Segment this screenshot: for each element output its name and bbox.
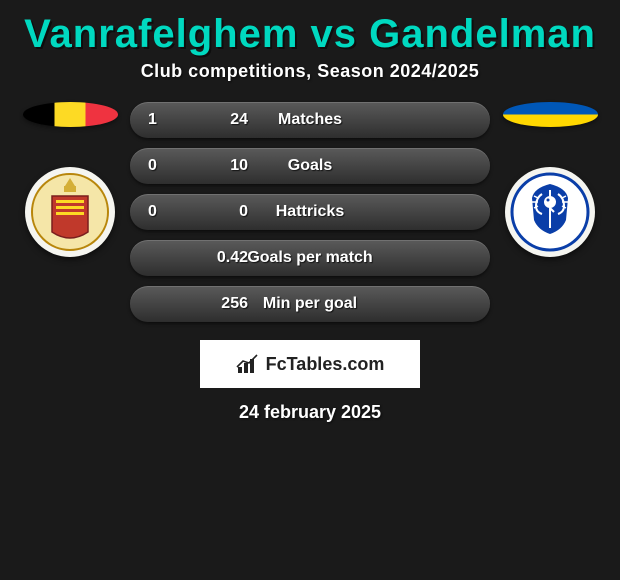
stats-table: 1 Matches 24 0 Goals 10 0 Hattricks 0 Go… <box>130 102 490 332</box>
gent-crest-icon <box>510 172 590 252</box>
brand-text: FcTables.com <box>266 354 385 375</box>
brand-attribution[interactable]: FcTables.com <box>200 340 420 388</box>
stat-row: Min per goal 256 <box>130 286 490 322</box>
stat-label: Matches <box>130 111 490 129</box>
stat-label: Min per goal <box>130 295 490 313</box>
stat-row: 0 Hattricks 0 <box>130 194 490 230</box>
right-player-column <box>500 102 600 257</box>
snapshot-date: 24 february 2025 <box>0 402 620 423</box>
stat-row: 1 Matches 24 <box>130 102 490 138</box>
stat-row: 0 Goals 10 <box>130 148 490 184</box>
comparison-panel: 1 Matches 24 0 Goals 10 0 Hattricks 0 Go… <box>0 102 620 332</box>
stat-label: Goals <box>130 157 490 175</box>
stat-label: Hattricks <box>130 203 490 221</box>
mechelen-crest-icon <box>30 172 110 252</box>
page-title: Vanrafelghem vs Gandelman <box>0 0 620 61</box>
right-nation-flag <box>503 102 598 127</box>
left-nation-flag <box>23 102 118 127</box>
stat-label: Goals per match <box>130 249 490 267</box>
stat-row: Goals per match 0.42 <box>130 240 490 276</box>
left-player-column <box>20 102 120 257</box>
subtitle: Club competitions, Season 2024/2025 <box>0 61 620 102</box>
right-club-crest <box>505 167 595 257</box>
bar-chart-icon <box>236 353 260 375</box>
left-club-crest <box>25 167 115 257</box>
